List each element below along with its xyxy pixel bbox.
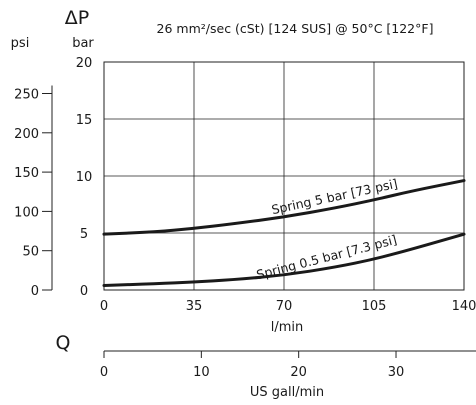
series-labels: Spring 5 bar [73 psi]Spring 0.5 bar [7.3… bbox=[255, 176, 399, 282]
series-label-0: Spring 5 bar [73 psi] bbox=[270, 176, 399, 217]
y-axis-symbol: ΔP bbox=[65, 7, 89, 29]
x2-tick-label: 20 bbox=[290, 365, 307, 380]
psi-tick-label: 250 bbox=[14, 87, 39, 102]
y-bar-tick-label: 5 bbox=[80, 227, 88, 242]
y-bar-tick-label: 10 bbox=[76, 170, 93, 185]
y-bar-tick-label: 20 bbox=[76, 56, 93, 71]
tick-labels: 0 35 70 105 140 0 5 10 15 20 bbox=[76, 56, 476, 314]
x-tick-label: 0 bbox=[100, 299, 108, 314]
series-line-1 bbox=[102, 232, 466, 287]
x-axis-symbol: Q bbox=[56, 332, 71, 354]
x-tick-label: 35 bbox=[186, 299, 203, 314]
series-line-0 bbox=[102, 179, 466, 236]
x-tick-label: 70 bbox=[276, 299, 293, 314]
psi-axis: 0 50 100 150 200 250 bbox=[14, 85, 53, 299]
psi-tick-label: 150 bbox=[14, 166, 39, 181]
chart-title: 26 mm²/sec (cSt) [124 SUS] @ 50°C [122°F… bbox=[157, 21, 434, 36]
y-axis-unit-bar: bar bbox=[72, 36, 94, 51]
psi-tick-label: 200 bbox=[14, 127, 39, 142]
y-bar-tick-label: 15 bbox=[76, 113, 93, 128]
x-axis-unit-lmin: l/min bbox=[271, 320, 304, 335]
us-gallon-axis: 010203040 bbox=[100, 350, 476, 380]
x2-tick-label: 30 bbox=[388, 365, 405, 380]
y-axis-unit-psi: psi bbox=[11, 36, 30, 51]
x2-tick-label: 10 bbox=[193, 365, 210, 380]
grid bbox=[103, 61, 465, 291]
x2-axis-unit-usgal: US gall/min bbox=[250, 385, 324, 400]
x2-tick-label: 0 bbox=[100, 365, 108, 380]
x-tick-label: 140 bbox=[452, 299, 476, 314]
x-tick-label: 105 bbox=[362, 299, 387, 314]
psi-tick-label: 0 bbox=[31, 284, 39, 299]
psi-tick-label: 50 bbox=[22, 245, 39, 260]
y-bar-tick-label: 0 bbox=[80, 284, 88, 299]
series-lines bbox=[102, 179, 466, 287]
psi-tick-label: 100 bbox=[14, 205, 39, 220]
